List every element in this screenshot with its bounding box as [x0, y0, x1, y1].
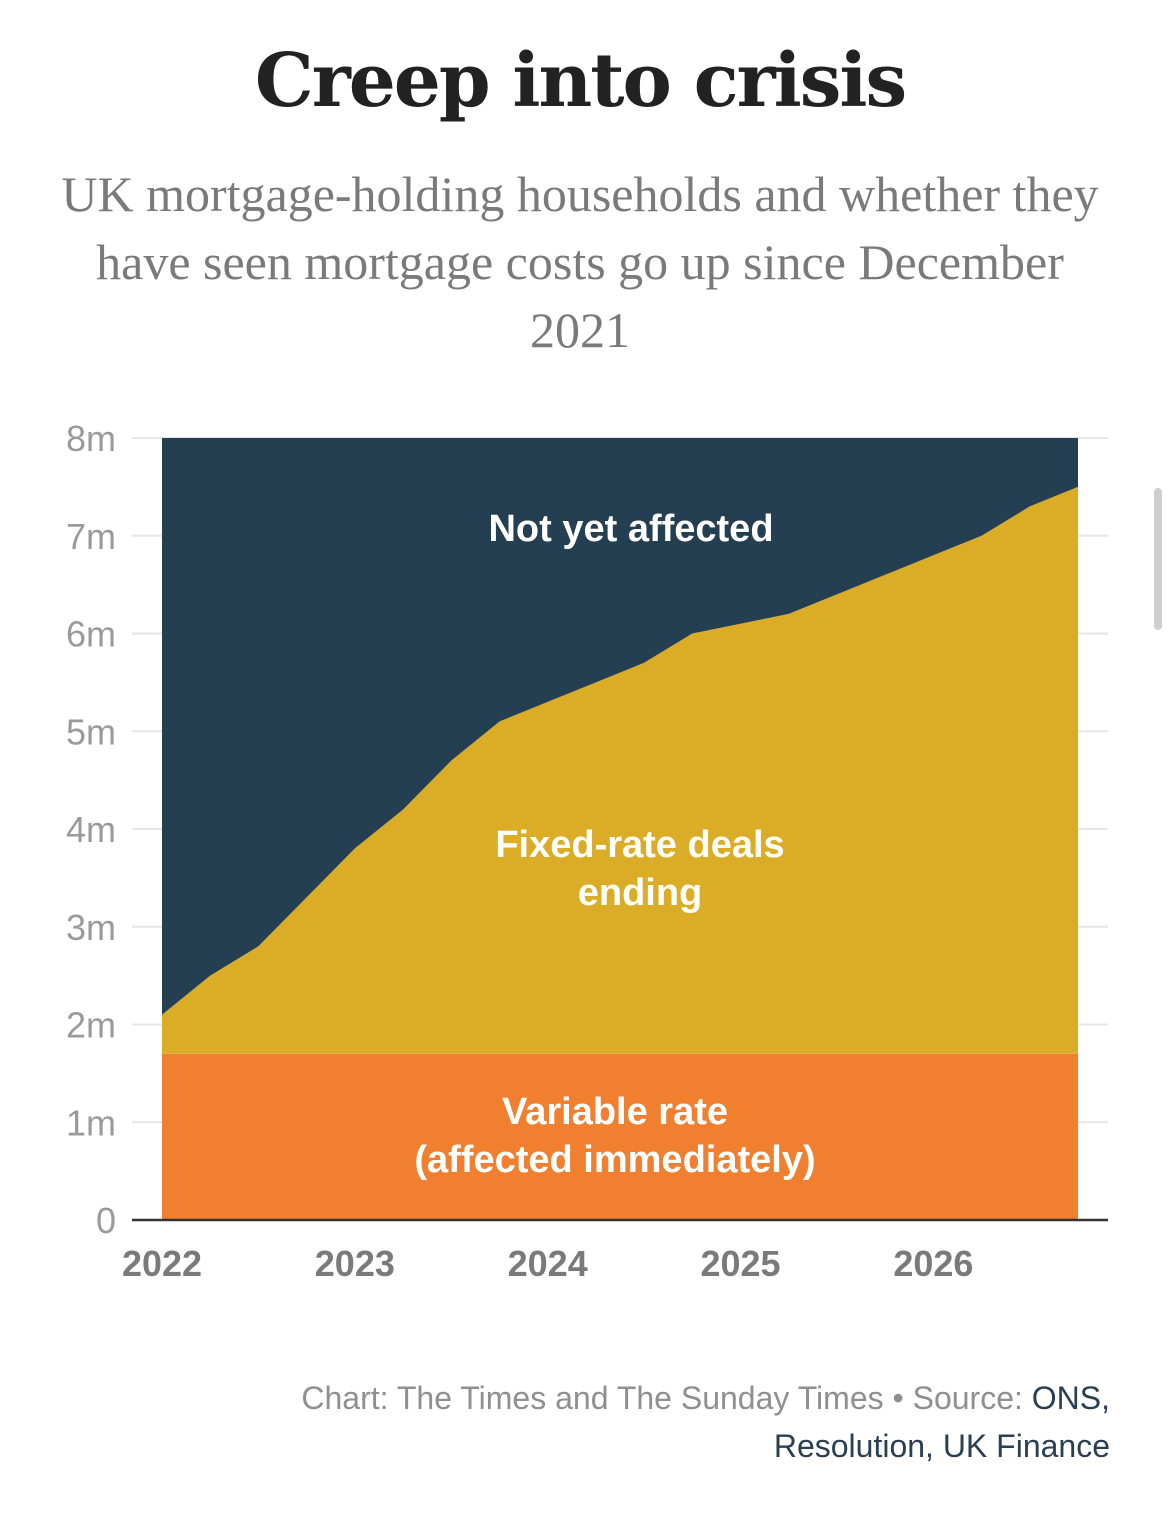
y-tick-label: 2m — [66, 1005, 116, 1046]
y-tick-label: 5m — [66, 711, 116, 752]
x-tick-label: 2024 — [508, 1243, 588, 1284]
y-tick-label: 0 — [96, 1200, 116, 1241]
y-tick-label: 7m — [66, 516, 116, 557]
y-tick-label: 8m — [66, 418, 116, 459]
area-label: Not yet affected — [488, 508, 773, 550]
area-variable-rate-affected-immediately — [162, 1053, 1078, 1220]
scrollbar[interactable] — [1154, 488, 1162, 630]
y-tick-label: 3m — [66, 907, 116, 948]
chart-title: Creep into crisis — [254, 38, 907, 124]
chart-subtitle: UK mortgage-holding households and wheth… — [61, 166, 1099, 358]
area-label: Variable rate — [502, 1091, 728, 1133]
area-label: ending — [578, 872, 703, 914]
x-tick-label: 2026 — [893, 1243, 973, 1284]
y-tick-label: 1m — [66, 1102, 116, 1143]
chart-footer: Chart: The Times and The Sunday Times • … — [150, 1374, 1110, 1470]
area-not-yet-affected — [162, 438, 1078, 1015]
area-label: (affected immediately) — [414, 1139, 815, 1181]
source-text: ONS, Resolution, UK Finance — [773, 1380, 1110, 1464]
x-tick-label: 2022 — [122, 1243, 202, 1284]
x-tick-label: 2023 — [315, 1243, 395, 1284]
area-label: Fixed-rate deals — [495, 824, 784, 866]
x-tick-label: 2025 — [700, 1243, 780, 1284]
credit-text: Chart: The Times and The Sunday Times • … — [301, 1380, 1032, 1416]
y-tick-label: 4m — [66, 809, 116, 850]
area-fixed-rate-deals-ending — [162, 486, 1078, 1054]
y-tick-label: 6m — [66, 614, 116, 655]
